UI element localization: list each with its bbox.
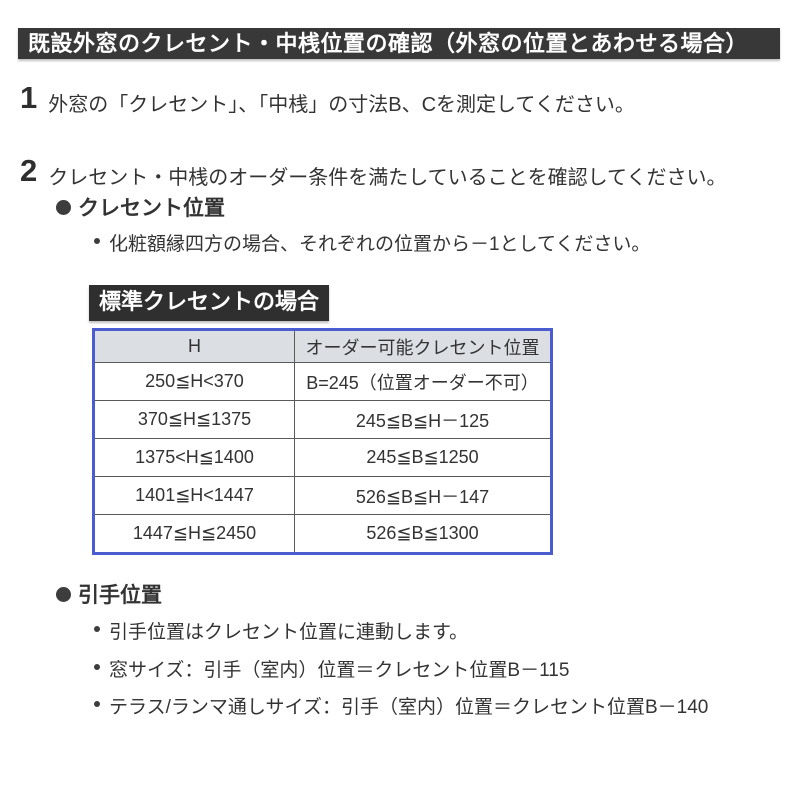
table-row: 1447≦H≦2450 526≦B≦1300 xyxy=(93,514,552,554)
table-row: 1375<H≦1400 245≦B≦1250 xyxy=(93,438,552,477)
table-row: 1401≦H<1447 526≦B≦H－147 xyxy=(93,476,552,515)
handle-position-label: 引手位置 xyxy=(78,584,162,607)
table-header-row: H オーダー可能クレセント位置 xyxy=(93,329,552,363)
step-2-number: 2 xyxy=(20,153,38,188)
h-range-cell: 1375<H≦1400 xyxy=(93,438,295,477)
handle-note-text: テラス/ランマ通しサイズ：引手（室内）位置＝クレセント位置B－140 xyxy=(109,697,709,718)
bullet-circle-icon xyxy=(56,199,71,215)
b-range-cell: 245≦B≦1250 xyxy=(294,438,552,477)
column-header-h: H xyxy=(93,329,295,363)
bullet-dot-icon xyxy=(94,664,100,670)
handle-note-linked: 引手位置はクレセント位置に連動します。 xyxy=(94,617,468,644)
step-1: 1 外窓の「クレセント」、「中桟」の寸法B、Cを測定してください。 xyxy=(20,82,635,117)
b-range-cell: 526≦B≦1300 xyxy=(294,514,552,554)
step-2: 2 クレセント・中桟のオーダー条件を満たしていることを確認してください。 xyxy=(20,155,726,190)
crescent-position-section-title: クレセント位置 xyxy=(56,192,225,222)
crescent-position-table: H オーダー可能クレセント位置 250≦H<370 B=245（位置オーダー不可… xyxy=(92,328,553,555)
b-range-cell: 526≦B≦H－147 xyxy=(294,476,552,515)
page-title: 既設外窓のクレセント・中桟位置の確認（外窓の位置とあわせる場合） xyxy=(18,28,780,59)
bullet-dot-icon xyxy=(94,626,100,632)
table-row: 370≦H≦1375 245≦B≦H－125 xyxy=(93,400,552,439)
step-2-text: クレセント・中桟のオーダー条件を満たしていることを確認してください。 xyxy=(48,167,727,189)
bullet-dot-icon xyxy=(94,238,100,244)
b-range-cell: 245≦B≦H－125 xyxy=(294,400,552,439)
h-range-cell: 1401≦H<1447 xyxy=(93,476,295,515)
table-row: 250≦H<370 B=245（位置オーダー不可） xyxy=(93,362,552,401)
crescent-position-note: 化粧額縁四方の場合、それぞれの位置から－1としてください。 xyxy=(94,229,650,256)
standard-crescent-label: 標準クレセントの場合 xyxy=(89,285,330,321)
bullet-circle-icon xyxy=(56,586,71,602)
h-range-cell: 1447≦H≦2450 xyxy=(93,514,295,554)
handle-note-text: 窓サイズ：引手（室内）位置＝クレセント位置B－115 xyxy=(109,660,570,681)
handle-note-text: 引手位置はクレセント位置に連動します。 xyxy=(109,622,469,643)
handle-note-window-size: 窓サイズ：引手（室内）位置＝クレセント位置B－115 xyxy=(94,655,569,682)
crescent-position-label: クレセント位置 xyxy=(78,197,225,220)
handle-position-section-title: 引手位置 xyxy=(56,579,162,609)
h-range-cell: 250≦H<370 xyxy=(93,362,295,401)
b-range-cell: B=245（位置オーダー不可） xyxy=(294,362,552,401)
bullet-dot-icon xyxy=(94,701,100,707)
handle-note-terrace-size: テラス/ランマ通しサイズ：引手（室内）位置＝クレセント位置B－140 xyxy=(94,692,708,719)
step-1-text: 外窓の「クレセント」、「中桟」の寸法B、Cを測定してください。 xyxy=(48,94,635,116)
column-header-orderable-position: オーダー可能クレセント位置 xyxy=(294,329,552,363)
h-range-cell: 370≦H≦1375 xyxy=(93,400,295,439)
crescent-note-text: 化粧額縁四方の場合、それぞれの位置から－1としてください。 xyxy=(109,234,651,255)
step-1-number: 1 xyxy=(20,80,38,115)
